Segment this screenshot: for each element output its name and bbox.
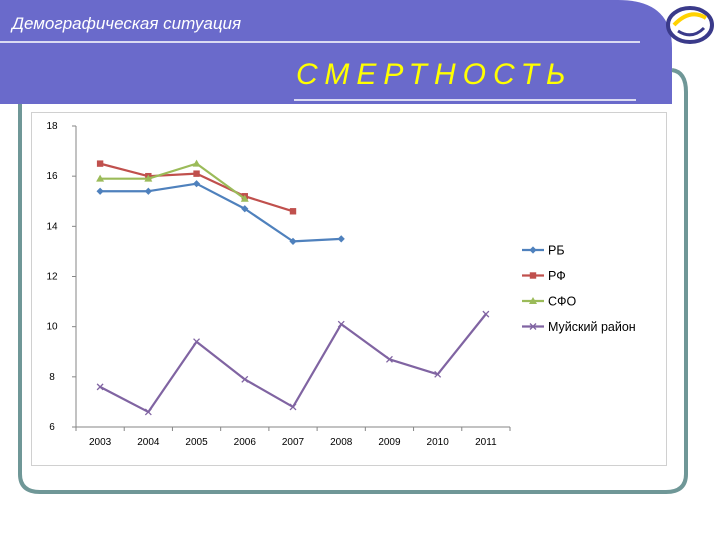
series-3 [96, 159, 249, 202]
y-tick-label: 6 [49, 422, 55, 433]
x-tick-label: 2009 [378, 437, 401, 448]
x-tick-label: 2008 [330, 437, 353, 448]
x-tick-label: 2004 [137, 437, 160, 448]
series-line [99, 313, 487, 414]
data-point [385, 355, 393, 363]
x-tick-label: 2007 [282, 437, 305, 448]
y-tick-label: 12 [46, 272, 58, 283]
legend-label: Муйский район [548, 320, 636, 334]
data-point [96, 160, 104, 167]
data-point [337, 235, 345, 243]
point-x-stroke [96, 383, 104, 391]
point-x-stroke [385, 355, 393, 363]
series-line [100, 182, 342, 243]
point-x-stroke [529, 323, 537, 330]
data-point [144, 174, 153, 182]
legend-item: РФ [522, 269, 566, 283]
y-tick-label: 14 [46, 221, 58, 232]
data-point [289, 208, 297, 215]
legend-item: СФО [522, 295, 577, 309]
axis-layer: 6 8 10 12 14 16 18 2003 2004 2005 2006 2007 2008 2009… [46, 121, 511, 448]
point-x-stroke [337, 320, 345, 328]
x-tick-label: 2003 [89, 437, 112, 448]
legend-label: РБ [548, 244, 565, 258]
point-x-stroke [482, 310, 490, 318]
series-layer [96, 159, 490, 416]
legend-marker [529, 297, 537, 304]
data-point [144, 408, 152, 416]
x-tick-label: 2006 [234, 437, 257, 448]
legend-marker [529, 246, 537, 254]
data-point [434, 370, 442, 378]
y-tick-label: 18 [46, 121, 58, 132]
legend-label: РФ [548, 269, 566, 283]
header-banner [0, 0, 672, 104]
data-point [192, 159, 201, 167]
slide-title: СМЕРТНОСТЬ [296, 58, 573, 91]
point-x-stroke [144, 408, 152, 416]
x-tick-label: 2010 [427, 437, 450, 448]
legend-label: СФО [548, 295, 577, 309]
point-x-stroke [241, 375, 249, 383]
legend-layer: РБ РФ СФО Муйский район [522, 244, 636, 334]
line-chart: 6 8 10 12 14 16 18 2003 2004 2005 2006 2007 2008 2009… [46, 121, 636, 448]
data-point [241, 375, 249, 383]
series-line [100, 162, 246, 200]
x-tick-label: 2011 [475, 437, 497, 448]
data-point [241, 205, 249, 213]
data-point [193, 170, 200, 177]
x-tick-label: 2005 [185, 437, 208, 448]
data-point [193, 338, 201, 346]
series-1 [96, 180, 345, 245]
data-point [96, 383, 104, 391]
series-2 [96, 160, 297, 215]
chart-area: 6 8 10 12 14 16 18 2003 2004 2005 2006 2007 2008 2009… [31, 112, 667, 466]
point-x-stroke [193, 338, 201, 346]
y-tick-label: 16 [46, 171, 58, 182]
legend-item: Муйский район [522, 320, 636, 334]
data-point [240, 194, 249, 202]
logo-icon [666, 6, 714, 44]
series-4 [96, 310, 490, 416]
y-tick-label: 10 [46, 322, 58, 333]
legend-item: РБ [522, 244, 565, 258]
data-point [289, 237, 297, 245]
point-x-stroke [289, 403, 297, 411]
data-point [289, 403, 297, 411]
data-point [96, 187, 104, 195]
y-tick-label: 8 [49, 372, 55, 383]
data-point [96, 174, 105, 182]
section-title: Демографическая ситуация [12, 14, 242, 33]
data-point [482, 310, 490, 318]
data-point [337, 320, 345, 328]
data-point [144, 187, 152, 195]
legend-marker [529, 323, 537, 330]
legend-marker [529, 272, 537, 279]
point-x-stroke [434, 370, 442, 378]
